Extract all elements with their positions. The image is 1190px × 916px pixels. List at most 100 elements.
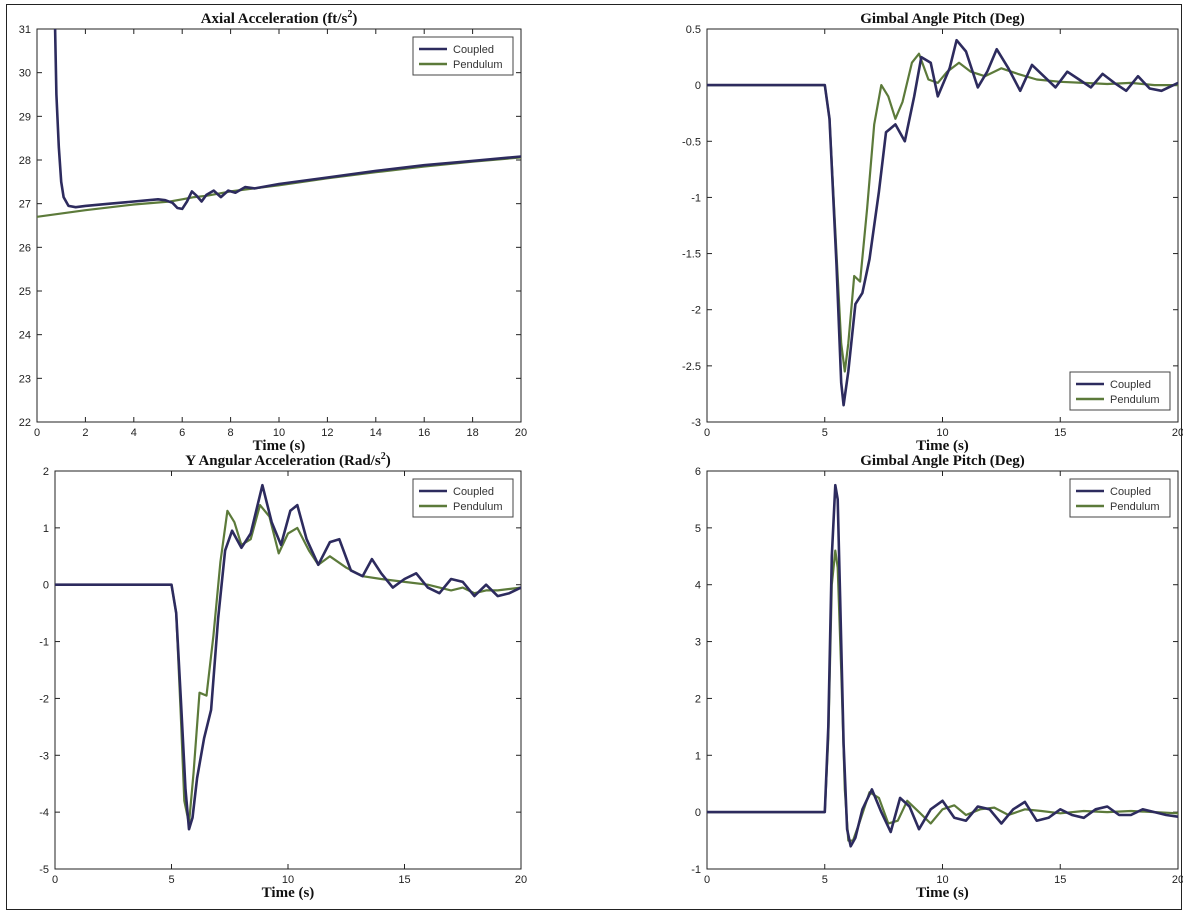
y-tick-label: -1 (691, 864, 701, 876)
series-line-coupled (53, 29, 521, 211)
x-tick-label: 5 (822, 874, 828, 886)
y-tick-label: -1 (691, 192, 701, 204)
x-axis-label: Time (s) (253, 438, 306, 454)
plot-area (36, 28, 522, 423)
x-tick-label: 0 (52, 874, 58, 886)
y-tick-label: 1 (43, 523, 49, 535)
y-tick-label: 0.5 (686, 24, 701, 36)
x-tick-label: 4 (131, 427, 137, 439)
x-tick-label: 18 (466, 427, 478, 439)
legend-label-pendulum: Pendulum (1110, 394, 1160, 406)
y-tick-label: 5 (695, 523, 701, 535)
x-axis-label: Time (s) (916, 885, 969, 901)
y-tick-label: -4 (39, 807, 49, 819)
legend: Coupled Pendulum (1069, 478, 1171, 518)
x-tick-label: 20 (515, 427, 527, 439)
chart-title-text: Y Angular Acceleration (Rad/s (185, 453, 381, 469)
y-tick-label: 25 (19, 286, 31, 298)
x-tick-label: 6 (179, 427, 185, 439)
y-tick-label: 27 (19, 199, 31, 211)
chart-title-end: ) (386, 453, 391, 469)
legend-box (1069, 371, 1171, 411)
y-tick-label: -2 (691, 305, 701, 317)
x-tick-label: 10 (936, 874, 948, 886)
y-tick-label: 1 (695, 750, 701, 762)
y-tick-label: 0 (695, 80, 701, 92)
legend-label-pendulum: Pendulum (453, 59, 503, 71)
legend-label-pendulum: Pendulum (1110, 501, 1160, 513)
y-tick-label: -2 (39, 693, 49, 705)
legend-label-coupled: Coupled (1110, 379, 1151, 391)
y-tick-label: 23 (19, 373, 31, 385)
y-tick-label: 28 (19, 155, 31, 167)
y-tick-label: 3 (695, 637, 701, 649)
series-line-coupled (55, 483, 521, 831)
x-tick-label: 10 (936, 427, 948, 439)
y-tick-label: 4 (695, 580, 701, 592)
plot-area (706, 28, 1179, 423)
y-tick-label: 30 (19, 68, 31, 80)
y-tick-label: 31 (19, 24, 31, 36)
x-tick-label: 10 (282, 874, 294, 886)
x-tick-label: 16 (418, 427, 430, 439)
x-tick-label: 15 (1054, 874, 1066, 886)
y-tick-label: 2 (43, 466, 49, 478)
chart-title: Gimbal Angle Pitch (Deg) (860, 453, 1025, 469)
x-tick-label: 8 (228, 427, 234, 439)
y-tick-label: -1 (39, 637, 49, 649)
chart-figure: Axial Acceleration (ft/s2)0 2 4 6 8 10 12 14 16 1… (19, 9, 1184, 901)
chart-title-text: Axial Acceleration (ft/s (201, 11, 348, 27)
chart-panel-1: Axial Acceleration (ft/s2)0 2 4 6 8 10 12 14 16 1… (19, 9, 527, 454)
y-tick-label: -1.5 (682, 249, 701, 261)
legend: Coupled Pendulum (1069, 371, 1171, 411)
chart-title: Axial Acceleration (ft/s2) (201, 9, 358, 27)
legend: Coupled Pendulum (412, 478, 514, 518)
x-tick-label: 20 (1172, 874, 1183, 886)
x-tick-label: 15 (398, 874, 410, 886)
x-tick-label: 0 (704, 427, 710, 439)
figure-frame: Axial Acceleration (ft/s2) 0 2 4 6 8 10 12 14 16 1… (6, 4, 1184, 910)
x-tick-label: 5 (822, 427, 828, 439)
x-tick-label: 2 (82, 427, 88, 439)
y-tick-label: 0 (695, 807, 701, 819)
y-tick-label: 26 (19, 242, 31, 254)
legend-label-pendulum: Pendulum (453, 501, 503, 513)
x-tick-label: 14 (370, 427, 382, 439)
x-tick-label: 0 (34, 427, 40, 439)
chart-title: Gimbal Angle Pitch (Deg) (860, 11, 1025, 27)
series-line-coupled (707, 483, 1178, 848)
y-tick-label: -0.5 (682, 136, 701, 148)
legend: Coupled Pendulum (412, 36, 514, 76)
y-tick-label: -3 (39, 750, 49, 762)
series-line-pendulum (55, 504, 521, 825)
chart-panel-4: Gimbal Angle Pitch (Deg)0 5 10 15 20-1012345… (691, 453, 1184, 901)
x-tick-label: 10 (273, 427, 285, 439)
x-tick-label: 5 (168, 874, 174, 886)
x-tick-label: 15 (1054, 427, 1066, 439)
y-tick-label: -2.5 (682, 361, 701, 373)
chart-title-text: Gimbal Angle Pitch (Deg) (860, 453, 1025, 469)
y-tick-label: 2 (695, 693, 701, 705)
plot-area (54, 470, 522, 870)
y-tick-label: 22 (19, 417, 31, 429)
legend-label-coupled: Coupled (453, 44, 494, 56)
chart-title-superscript: 2 (347, 9, 352, 20)
x-tick-label: 20 (515, 874, 527, 886)
series-line-pendulum (707, 52, 1178, 373)
chart-title: Y Angular Acceleration (Rad/s2) (185, 451, 390, 469)
series-line-coupled (707, 38, 1178, 407)
legend-box (412, 478, 514, 518)
y-tick-label: 24 (19, 330, 31, 342)
chart-title-superscript: 2 (381, 451, 386, 462)
x-axis-label: Time (s) (262, 885, 315, 901)
legend-box (1069, 478, 1171, 518)
x-tick-label: 20 (1172, 427, 1183, 439)
chart-title-text: Gimbal Angle Pitch (Deg) (860, 11, 1025, 27)
legend-label-coupled: Coupled (453, 486, 494, 498)
y-tick-label: 6 (695, 466, 701, 478)
chart-title-end: ) (352, 11, 357, 27)
legend-label-coupled: Coupled (1110, 486, 1151, 498)
legend-box (412, 36, 514, 76)
y-tick-label: -3 (691, 417, 701, 429)
x-axis-label: Time (s) (916, 438, 969, 454)
